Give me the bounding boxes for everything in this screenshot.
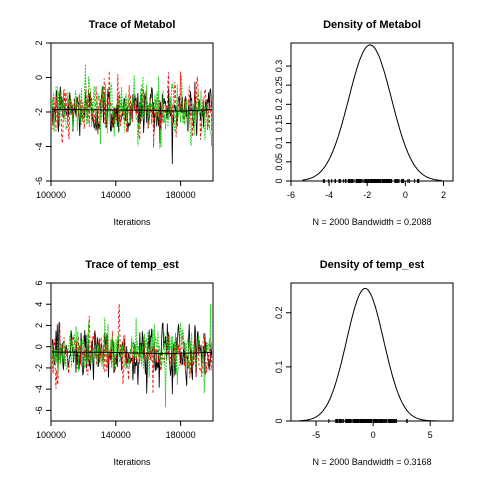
x-axis-label: Iterations bbox=[113, 217, 151, 227]
x-tick-label: 140000 bbox=[101, 430, 131, 440]
x-tick-label: -2 bbox=[363, 190, 371, 200]
y-tick-label: 0 bbox=[34, 75, 44, 80]
y-tick-label: -4 bbox=[34, 385, 44, 393]
x-tick-label: 0 bbox=[403, 190, 408, 200]
panel-title: Density of temp_est bbox=[320, 259, 425, 271]
y-tick-label: 0.05 bbox=[274, 153, 284, 171]
x-tick-label: 180000 bbox=[166, 190, 196, 200]
x-tick-label: -5 bbox=[312, 430, 320, 440]
x-tick-label: 140000 bbox=[101, 190, 131, 200]
x-tick-label: 180000 bbox=[166, 430, 196, 440]
x-tick-label: -6 bbox=[287, 190, 295, 200]
panel-title: Density of Metabol bbox=[323, 19, 421, 31]
y-tick-label: -2 bbox=[34, 108, 44, 116]
x-tick-label: 100000 bbox=[36, 190, 66, 200]
y-tick-label: 0.1 bbox=[274, 361, 284, 374]
y-tick-label: 0.1 bbox=[274, 136, 284, 149]
y-tick-label: 0 bbox=[274, 178, 284, 183]
y-tick-label: 6 bbox=[34, 280, 44, 285]
x-tick-label: 2 bbox=[441, 190, 446, 200]
y-tick-label: 2 bbox=[34, 40, 44, 45]
y-tick-label: 0 bbox=[34, 344, 44, 349]
y-tick-label: -6 bbox=[34, 177, 44, 185]
panel-title: Trace of Metabol bbox=[89, 19, 176, 31]
x-tick-label: 0 bbox=[371, 430, 376, 440]
y-tick-label: 0.25 bbox=[274, 76, 284, 94]
x-axis-label: N = 2000 Bandwidth = 0.3168 bbox=[312, 457, 431, 467]
y-tick-label: 2 bbox=[34, 323, 44, 328]
panel-title: Trace of temp_est bbox=[85, 259, 179, 271]
y-tick-label: -6 bbox=[34, 406, 44, 414]
y-tick-label: -4 bbox=[34, 142, 44, 150]
y-tick-label: 0.3 bbox=[274, 60, 284, 73]
x-axis-label: N = 2000 Bandwidth = 0.2088 bbox=[312, 217, 431, 227]
x-tick-label: -4 bbox=[325, 190, 333, 200]
y-tick-label: 0 bbox=[274, 418, 284, 423]
y-tick-label: 0.2 bbox=[274, 307, 284, 320]
y-tick-label: 4 bbox=[34, 302, 44, 307]
x-axis-label: Iterations bbox=[113, 457, 151, 467]
y-tick-label: 0.15 bbox=[274, 115, 284, 133]
x-tick-label: 100000 bbox=[36, 430, 66, 440]
y-tick-label: -2 bbox=[34, 364, 44, 372]
y-tick-label: 0.2 bbox=[274, 98, 284, 111]
x-tick-label: 5 bbox=[428, 430, 433, 440]
